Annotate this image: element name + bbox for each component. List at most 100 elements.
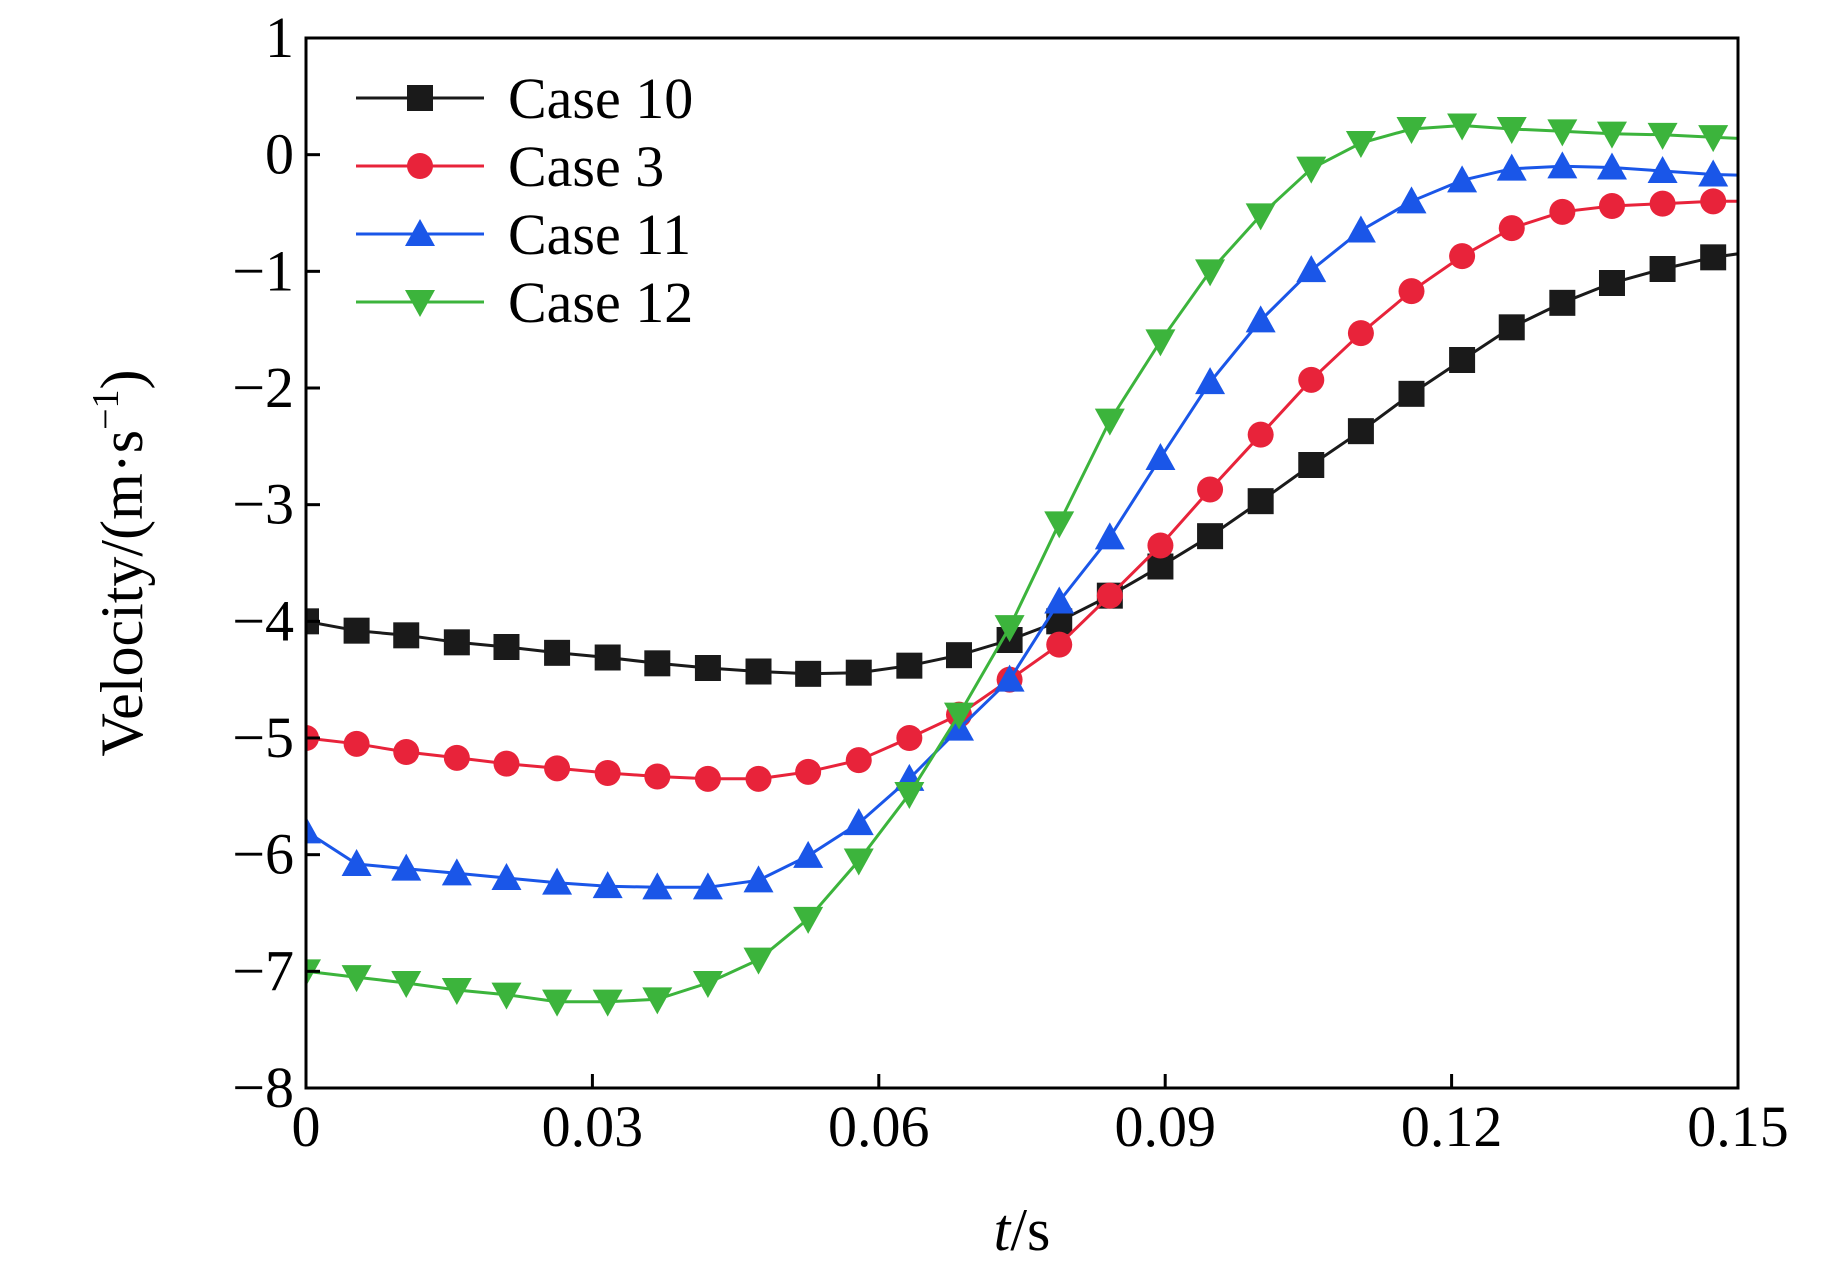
data-point-case-12: [1547, 119, 1578, 147]
data-point-case-11: [441, 858, 472, 886]
data-point-case-10: [644, 650, 671, 677]
data-point-case-10: [845, 659, 872, 686]
data-point-case-12: [1496, 117, 1527, 144]
data-point-case-11: [1447, 165, 1478, 193]
series-line-case-11: [306, 164, 1738, 889]
data-point-case-11: [1245, 305, 1276, 333]
legend-item-case-10: Case 10: [356, 66, 693, 131]
data-point-case-10: [594, 644, 621, 671]
data-point-case-12: [1447, 113, 1478, 141]
data-point-case-10: [1598, 270, 1625, 296]
data-point-case-11: [1345, 215, 1376, 243]
data-point-case-3: [1247, 421, 1274, 448]
x-tick-label: 0.03: [542, 1094, 644, 1159]
legend-item-case-12: Case 12: [356, 270, 693, 335]
data-point-case-12: [542, 989, 573, 1017]
data-point-case-3: [845, 747, 872, 774]
data-point-case-11: [1596, 152, 1627, 180]
y-tick-label: −4: [232, 588, 294, 653]
x-tick-label: 0.15: [1687, 1094, 1789, 1159]
data-point-case-12: [1245, 203, 1276, 231]
data-point-case-3: [1347, 320, 1374, 347]
data-point-case-12: [491, 982, 522, 1010]
y-tick-label: −7: [232, 938, 294, 1003]
y-tick-label: −6: [232, 822, 294, 887]
data-point-case-11: [592, 871, 623, 899]
data-point-case-11: [542, 867, 573, 895]
data-point-case-11: [1496, 153, 1527, 181]
data-point-case-3: [644, 763, 671, 790]
y-tick-label: −3: [232, 472, 294, 537]
y-tick-label: −2: [232, 355, 294, 420]
data-point-case-11: [341, 849, 372, 876]
y-tick-label: 1: [265, 5, 294, 70]
data-point-case-10: [1649, 256, 1676, 282]
data-point-case-12: [642, 987, 673, 1015]
y-tick-label: 0: [265, 122, 294, 187]
data-point-case-3: [795, 758, 822, 785]
series-case-3: [306, 188, 1738, 792]
data-point-case-11: [642, 872, 673, 900]
data-point-case-11: [1396, 186, 1427, 214]
data-point-case-3: [443, 744, 470, 771]
data-point-case-12: [1296, 156, 1327, 184]
data-point-case-3: [343, 730, 370, 757]
data-point-case-3: [896, 725, 923, 751]
data-point-case-11: [692, 872, 723, 900]
data-point-case-10: [745, 658, 772, 685]
data-point-case-12: [391, 971, 422, 998]
data-point-case-3: [1298, 366, 1325, 393]
data-point-case-12: [1094, 408, 1125, 436]
data-point-case-10: [544, 639, 571, 666]
data-point-case-3: [745, 765, 772, 792]
data-point-case-12: [793, 906, 824, 934]
data-point-case-10: [896, 652, 923, 679]
data-point-case-10: [1398, 380, 1425, 407]
series-layer: [306, 113, 1738, 1017]
data-point-case-12: [1345, 131, 1376, 158]
data-point-case-10: [1197, 523, 1224, 550]
data-point-case-3: [1147, 532, 1174, 559]
data-point-case-3: [594, 760, 621, 786]
data-point-case-10: [393, 622, 420, 649]
data-point-case-12: [1596, 121, 1627, 149]
legend-label: Case 10: [508, 66, 693, 131]
data-point-case-11: [1547, 151, 1578, 179]
series-case-10: [306, 244, 1738, 687]
legend-item-case-3: Case 3: [356, 134, 664, 199]
data-point-case-3: [493, 750, 520, 777]
series-case-12: [306, 113, 1738, 1017]
data-point-case-10: [1347, 418, 1374, 445]
data-point-case-11: [843, 808, 874, 836]
data-point-case-10: [694, 655, 721, 681]
data-point-case-12: [1647, 122, 1678, 150]
x-axis-title-unit: /s: [1010, 1197, 1050, 1263]
data-point-case-10: [1498, 314, 1525, 341]
data-point-case-10: [443, 629, 470, 656]
legend-marker: [407, 85, 433, 111]
data-point-case-10: [1298, 452, 1325, 478]
legend-label: Case 3: [508, 134, 664, 199]
data-point-case-12: [441, 978, 472, 1005]
data-point-case-3: [1398, 278, 1425, 305]
legend-label: Case 12: [508, 270, 693, 335]
legend-item-case-11: Case 11: [356, 202, 691, 267]
data-point-case-12: [1044, 511, 1075, 539]
x-tick-label: 0.06: [828, 1094, 930, 1159]
data-point-case-10: [343, 617, 370, 644]
legend-label: Case 11: [508, 202, 691, 267]
data-point-case-12: [1195, 259, 1226, 287]
data-point-case-11: [1145, 443, 1176, 470]
data-point-case-12: [692, 971, 723, 998]
data-point-case-12: [994, 615, 1025, 643]
data-point-case-12: [1145, 329, 1176, 357]
data-point-case-11: [994, 664, 1025, 692]
data-point-case-10: [493, 634, 520, 660]
data-point-case-11: [391, 853, 422, 881]
ticks-layer: 0 0.03 0.06 0.09 0.12 0.15 1 0 −1 −2 −3 −4 −5 −6 −7 −8: [232, 5, 1788, 1159]
data-point-case-3: [1598, 193, 1625, 219]
data-point-case-3: [694, 765, 721, 792]
data-point-case-11: [491, 863, 522, 890]
data-point-case-11: [1044, 586, 1075, 614]
